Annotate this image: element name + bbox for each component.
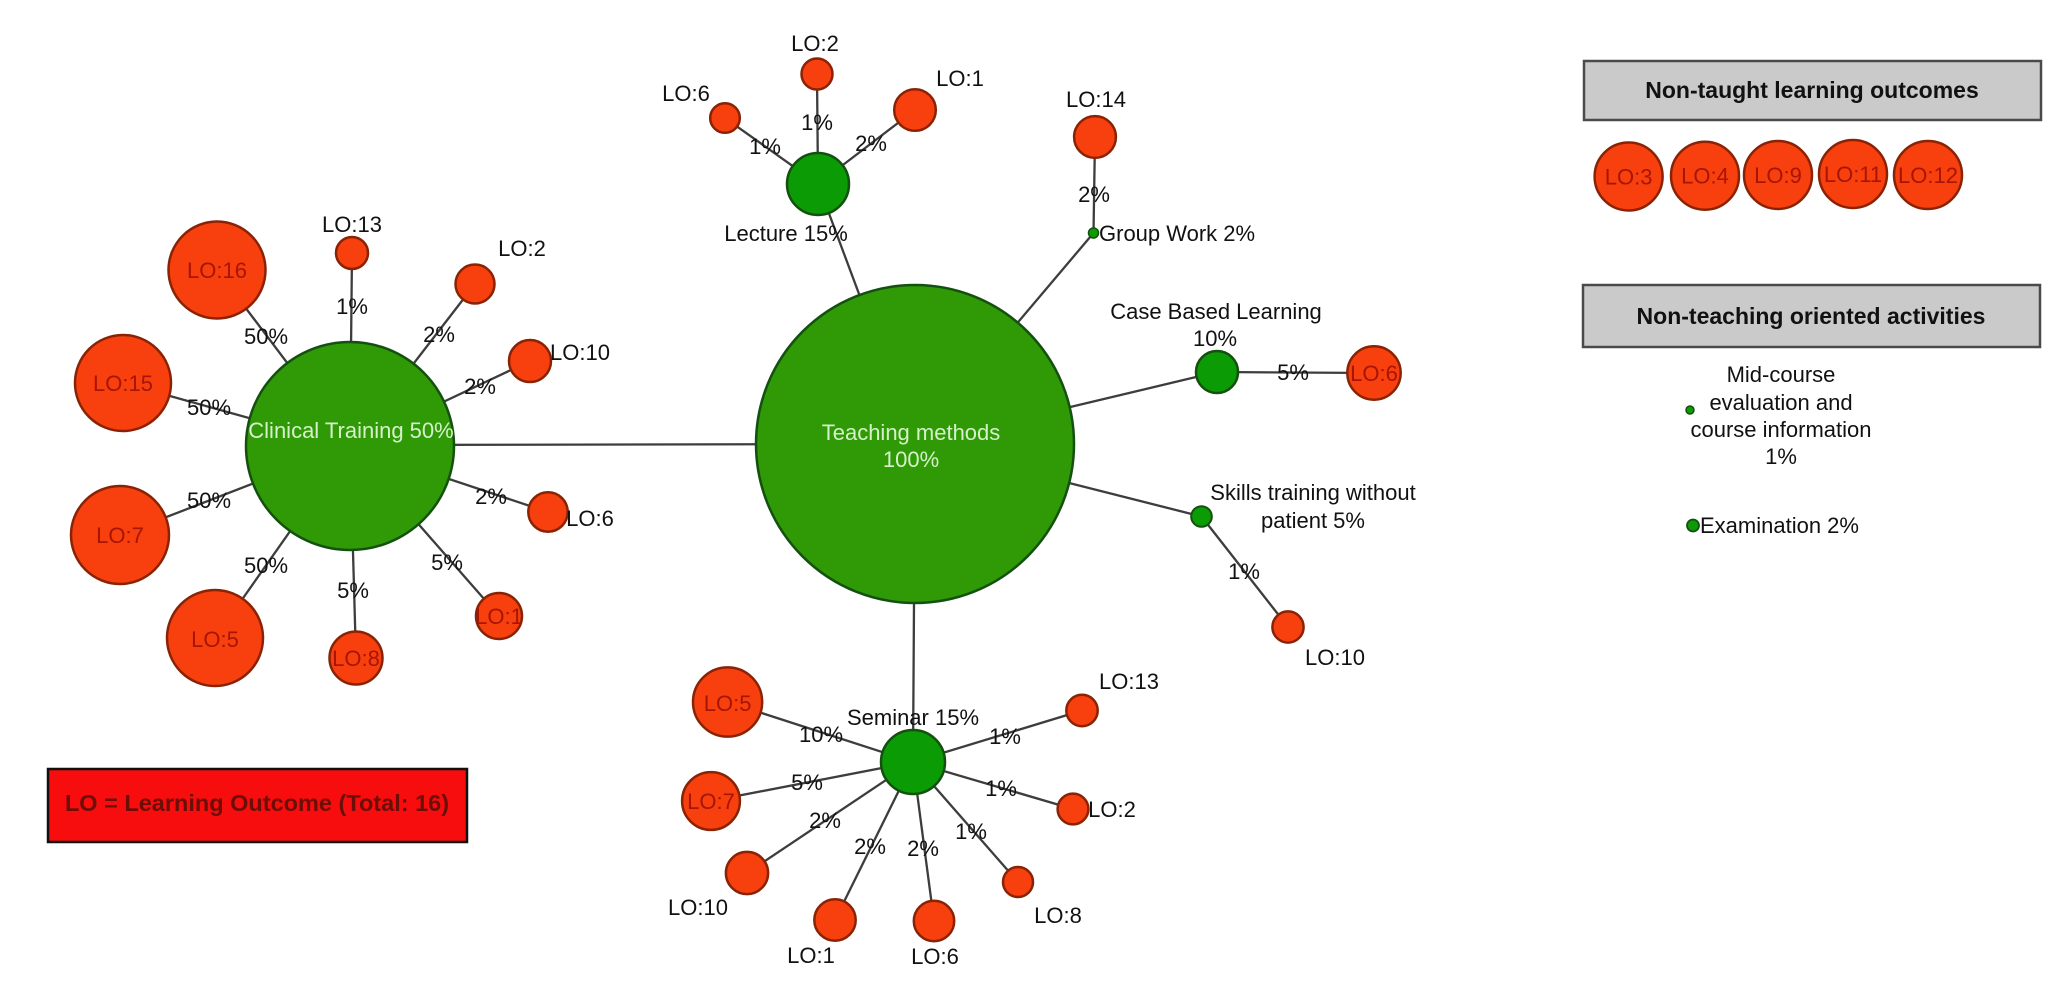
svg-text:LO:5: LO:5 (704, 691, 752, 716)
svg-text:Seminar 15%: Seminar 15% (847, 705, 979, 730)
svg-text:LO:5: LO:5 (191, 627, 239, 652)
svg-text:Teaching methods: Teaching methods (822, 420, 1001, 445)
svg-text:Non-teaching oriented activiti: Non-teaching oriented activities (1637, 303, 1986, 329)
svg-text:LO:11: LO:11 (1824, 162, 1882, 187)
svg-text:100%: 100% (883, 447, 939, 472)
svg-text:LO:10: LO:10 (550, 340, 610, 365)
svg-text:LO:6: LO:6 (1350, 361, 1398, 386)
svg-text:LO:10: LO:10 (668, 895, 728, 920)
svg-text:Group Work 2%: Group Work 2% (1099, 221, 1255, 246)
svg-text:Case Based Learning: Case Based Learning (1110, 299, 1322, 324)
svg-text:LO:13: LO:13 (1099, 669, 1159, 694)
svg-text:course information: course information (1691, 417, 1872, 442)
svg-text:1%: 1% (985, 776, 1017, 801)
svg-text:LO:1: LO:1 (936, 66, 984, 91)
svg-text:LO:12: LO:12 (1898, 163, 1958, 188)
svg-text:5%: 5% (337, 578, 369, 603)
svg-text:evaluation and: evaluation and (1709, 390, 1852, 415)
svg-text:LO:1: LO:1 (787, 943, 835, 968)
svg-text:LO:9: LO:9 (1754, 163, 1802, 188)
svg-text:5%: 5% (1277, 360, 1309, 385)
svg-text:50%: 50% (187, 395, 231, 420)
svg-text:LO = Learning Outcome (Total:: LO = Learning Outcome (Total: 16) (65, 790, 449, 816)
svg-text:LO:7: LO:7 (687, 789, 735, 814)
svg-text:LO:3: LO:3 (1605, 165, 1653, 190)
svg-text:Mid-course: Mid-course (1727, 362, 1836, 387)
svg-text:1%: 1% (749, 134, 781, 159)
svg-text:LO:13: LO:13 (322, 212, 382, 237)
svg-text:patient 5%: patient 5% (1261, 508, 1365, 533)
svg-text:2%: 2% (1078, 182, 1110, 207)
svg-text:Clinical Training 50%: Clinical Training 50% (248, 418, 453, 443)
svg-text:10%: 10% (1193, 326, 1237, 351)
svg-text:1%: 1% (336, 294, 368, 319)
svg-text:LO:16: LO:16 (187, 258, 247, 283)
svg-text:Lecture 15%: Lecture 15% (724, 221, 848, 246)
svg-text:LO:4: LO:4 (1681, 164, 1729, 189)
svg-text:50%: 50% (187, 488, 231, 513)
svg-text:LO:8: LO:8 (1034, 903, 1082, 928)
svg-text:Skills training without: Skills training without (1210, 480, 1415, 505)
svg-text:LO:1: LO:1 (475, 604, 523, 629)
svg-text:1%: 1% (801, 110, 833, 135)
svg-text:2%: 2% (809, 808, 841, 833)
svg-text:1%: 1% (989, 724, 1021, 749)
svg-text:1%: 1% (1228, 559, 1260, 584)
svg-text:Non-taught learning outcomes: Non-taught learning outcomes (1645, 77, 1979, 103)
svg-text:2%: 2% (855, 131, 887, 156)
svg-text:2%: 2% (854, 834, 886, 859)
svg-text:LO:10: LO:10 (1305, 645, 1365, 670)
svg-text:50%: 50% (244, 324, 288, 349)
svg-text:LO:6: LO:6 (911, 944, 959, 969)
svg-text:LO:2: LO:2 (498, 236, 546, 261)
svg-text:LO:6: LO:6 (566, 506, 614, 531)
svg-text:1%: 1% (1765, 444, 1797, 469)
svg-text:LO:8: LO:8 (332, 646, 380, 671)
svg-text:2%: 2% (423, 322, 455, 347)
svg-text:Examination 2%: Examination 2% (1700, 513, 1859, 538)
svg-text:50%: 50% (244, 553, 288, 578)
svg-text:LO:2: LO:2 (1088, 797, 1136, 822)
svg-text:LO:14: LO:14 (1066, 87, 1126, 112)
svg-text:LO:15: LO:15 (93, 371, 153, 396)
svg-text:2%: 2% (464, 374, 496, 399)
svg-text:LO:6: LO:6 (662, 81, 710, 106)
svg-text:1%: 1% (955, 819, 987, 844)
svg-text:5%: 5% (431, 550, 463, 575)
svg-text:2%: 2% (907, 836, 939, 861)
svg-text:2%: 2% (475, 484, 507, 509)
svg-text:10%: 10% (799, 722, 843, 747)
svg-text:LO:7: LO:7 (96, 523, 144, 548)
svg-text:LO:2: LO:2 (791, 31, 839, 56)
svg-text:5%: 5% (791, 770, 823, 795)
